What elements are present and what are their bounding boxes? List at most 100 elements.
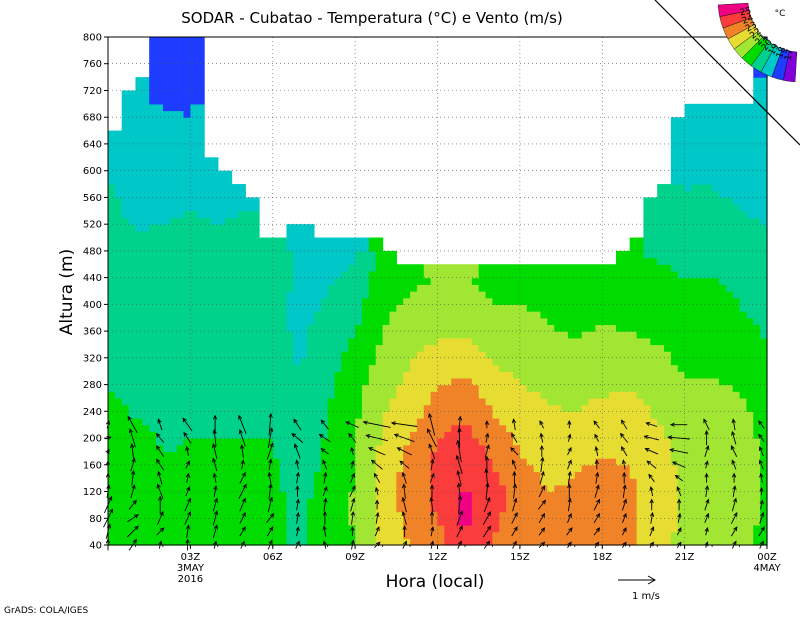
temperature-cell: [320, 498, 329, 506]
temperature-cell: [341, 297, 349, 305]
temperature-cell: [169, 270, 178, 279]
temperature-cell: [581, 291, 590, 299]
temperature-cell: [114, 331, 123, 339]
temperature-cell: [410, 511, 418, 519]
temperature-cell: [739, 384, 747, 392]
temperature-cell: [341, 311, 349, 319]
temperature-cell: [684, 217, 693, 225]
temperature-cell: [581, 478, 590, 486]
temperature-cell: [410, 344, 418, 352]
temperature-cell: [705, 364, 713, 372]
temperature-cell: [609, 364, 617, 372]
temperature-cell: [622, 371, 631, 379]
temperature-cell: [718, 324, 727, 332]
temperature-cell: [341, 504, 349, 513]
temperature-cell: [732, 324, 741, 332]
temperature-cell: [561, 531, 569, 539]
temperature-cell: [156, 230, 164, 239]
temperature-cell: [128, 224, 137, 232]
temperature-cell: [492, 351, 500, 359]
temperature-cell: [519, 478, 528, 486]
temperature-cell: [128, 511, 137, 519]
temperature-cell: [670, 224, 679, 232]
temperature-cell: [636, 317, 645, 326]
temperature-cell: [712, 244, 720, 252]
temperature-cell: [677, 237, 686, 245]
temperature-cell: [602, 304, 610, 312]
temperature-cell: [265, 244, 274, 252]
temperature-cell: [114, 311, 123, 319]
temperature-cell: [217, 484, 226, 493]
temperature-cell: [162, 197, 171, 205]
temperature-cell: [670, 498, 679, 506]
temperature-cell: [650, 531, 658, 539]
temperature-cell: [739, 210, 747, 219]
temperature-cell: [725, 250, 734, 259]
temperature-cell: [368, 464, 377, 473]
temperature-cell: [609, 478, 617, 486]
temperature-cell: [554, 431, 562, 439]
temperature-cell: [204, 291, 212, 299]
temperature-cell: [499, 518, 507, 526]
temperature-cell: [217, 504, 226, 513]
temperature-cell: [746, 351, 754, 359]
temperature-cell: [114, 384, 123, 392]
temperature-cell: [183, 458, 191, 466]
temperature-cell: [135, 317, 143, 326]
temperature-cell: [540, 391, 548, 399]
temperature-cell: [245, 504, 253, 513]
temperature-cell: [341, 498, 349, 506]
temperature-cell: [602, 411, 610, 419]
temperature-cell: [265, 484, 274, 493]
temperature-cell: [416, 438, 425, 446]
temperature-cell: [416, 264, 425, 272]
temperature-cell: [430, 511, 439, 519]
temperature-cell: [355, 331, 363, 339]
temperature-cell: [657, 324, 665, 332]
temperature-cell: [533, 270, 542, 279]
temperature-cell: [458, 371, 466, 379]
temperature-cell: [368, 411, 377, 419]
temperature-cell: [265, 418, 274, 426]
temperature-cell: [162, 304, 171, 312]
temperature-cell: [149, 230, 157, 239]
temperature-cell: [581, 344, 590, 352]
temperature-cell: [313, 478, 322, 486]
temperature-cell: [410, 311, 418, 319]
temperature-cell: [176, 384, 185, 392]
temperature-cell: [547, 324, 555, 332]
temperature-cell: [547, 504, 555, 513]
temperature-cell: [519, 418, 528, 426]
temperature-cell: [636, 364, 645, 372]
temperature-cell: [142, 424, 150, 432]
temperature-cell: [300, 538, 308, 546]
temperature-cell: [595, 531, 603, 539]
temperature-cell: [162, 384, 171, 392]
temperature-cell: [609, 484, 617, 493]
temperature-cell: [156, 351, 164, 359]
temperature-cell: [169, 77, 178, 85]
temperature-cell: [389, 478, 397, 486]
temperature-cell: [259, 518, 267, 526]
temperature-cell: [204, 337, 212, 346]
temperature-cell: [190, 531, 198, 539]
temperature-cell: [677, 451, 686, 459]
temperature-cell: [609, 297, 617, 305]
temperature-cell: [169, 117, 178, 125]
temperature-cell: [595, 331, 603, 339]
temperature-cell: [231, 204, 240, 212]
temperature-cell: [732, 337, 741, 346]
temperature-cell: [197, 97, 205, 105]
temperature-cell: [567, 304, 576, 312]
temperature-cell: [272, 451, 281, 459]
temperature-cell: [670, 438, 679, 446]
temperature-cell: [732, 164, 741, 172]
temperature-cell: [451, 478, 459, 486]
temperature-cell: [732, 103, 741, 112]
temperature-cell: [712, 344, 720, 352]
temperature-cell: [725, 431, 734, 439]
temperature-cell: [135, 137, 143, 145]
temperature-cell: [712, 224, 720, 232]
temperature-cell: [320, 344, 329, 352]
temperature-cell: [169, 230, 178, 239]
